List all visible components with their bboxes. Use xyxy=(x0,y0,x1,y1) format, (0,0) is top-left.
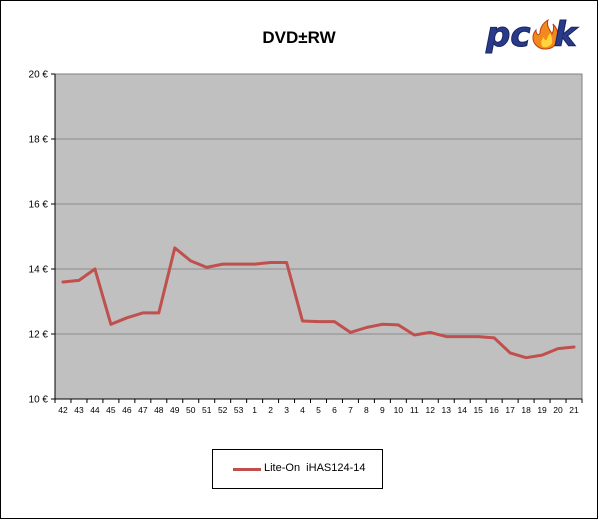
x-tick-label: 15 xyxy=(473,405,483,415)
x-tick-label: 51 xyxy=(202,405,212,415)
x-tick-label: 8 xyxy=(364,405,369,415)
y-tick-label: 16 € xyxy=(29,200,49,211)
x-tick-label: 20 xyxy=(553,405,563,415)
x-tick-label: 45 xyxy=(106,405,116,415)
legend: Lite-On iHAS124-14 xyxy=(212,449,383,489)
x-tick-label: 21 xyxy=(569,405,579,415)
x-tick-label: 5 xyxy=(316,405,321,415)
x-tick-label: 19 xyxy=(537,405,547,415)
x-tick-label: 1 xyxy=(252,405,257,415)
y-tick-label: 18 € xyxy=(29,135,49,146)
plot-area xyxy=(54,73,583,400)
x-tick-label: 47 xyxy=(138,405,148,415)
x-axis: 42 43 44 45 46 47 48 49 50 51 52 53 1 2 3 4 5 6 7 8 9 10 11 12 1… xyxy=(54,398,583,415)
x-tick-label: 13 xyxy=(442,405,452,415)
gridlines xyxy=(55,138,582,335)
x-tick-label: 7 xyxy=(348,405,353,415)
legend-label: Lite-On iHAS124-14 xyxy=(264,462,366,474)
x-tick-label: 3 xyxy=(284,405,289,415)
x-tick-label: 49 xyxy=(170,405,180,415)
y-tick-label: 10 € xyxy=(29,395,49,406)
svg-text:pc: pc xyxy=(485,15,531,54)
x-tick-label: 46 xyxy=(122,405,132,415)
pctuning-logo: pc k xyxy=(485,15,580,55)
x-tick-label: 48 xyxy=(154,405,164,415)
x-tick-label: 43 xyxy=(74,405,84,415)
y-tick-label: 14 € xyxy=(29,265,49,276)
chart-title: DVD±RW xyxy=(262,28,336,47)
x-tick-label: 9 xyxy=(380,405,385,415)
x-tick-label: 14 xyxy=(457,405,467,415)
x-tick-label: 10 xyxy=(394,405,404,415)
x-tick-label: 50 xyxy=(186,405,196,415)
svg-text:k: k xyxy=(554,15,579,54)
x-tick-label: 12 xyxy=(426,405,436,415)
x-tick-label: 6 xyxy=(332,405,337,415)
y-tick-label: 20 € xyxy=(29,70,49,81)
legend-swatch xyxy=(233,468,261,471)
y-axis: 10 € 12 € 14 € 16 € 18 € 20 € xyxy=(29,70,56,406)
x-tick-label: 17 xyxy=(505,405,515,415)
y-tick-label: 12 € xyxy=(29,330,49,341)
x-tick-label: 4 xyxy=(300,405,305,415)
x-tick-label: 42 xyxy=(58,405,68,415)
x-tick-label: 52 xyxy=(218,405,228,415)
x-tick-label: 18 xyxy=(521,405,531,415)
x-tick-label: 11 xyxy=(410,405,419,415)
series-line-lite-on xyxy=(61,246,576,360)
x-tick-label: 44 xyxy=(90,405,100,415)
x-tick-label: 2 xyxy=(268,405,273,415)
x-tick-label: 16 xyxy=(489,405,499,415)
x-tick-label: 53 xyxy=(234,405,244,415)
